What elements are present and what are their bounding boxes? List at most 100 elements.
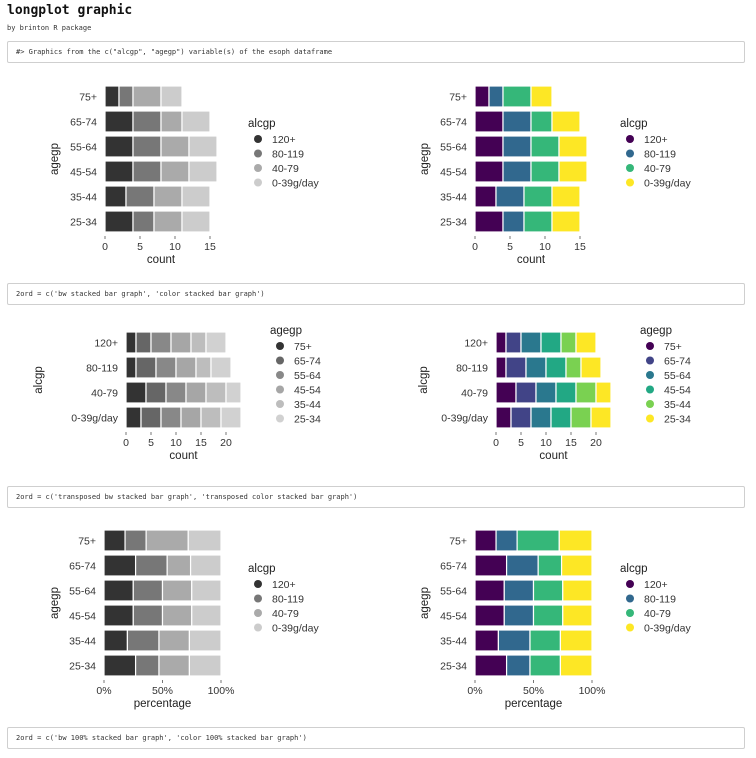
x-tick-label: 10	[539, 241, 551, 253]
legend-key-0-39g/day	[626, 178, 634, 187]
bar-120+-25-34	[575, 331, 597, 354]
x-tick-label: 5	[137, 241, 143, 253]
legend-label-55-64: 55-64	[664, 370, 691, 382]
bar-0-39g/day-55-64	[160, 406, 182, 429]
bar-35-44-120+	[103, 629, 128, 652]
bar-55-64-40-79	[530, 135, 560, 158]
legend-key-55-64	[646, 371, 654, 379]
bar-25-34-40-79	[529, 654, 562, 677]
bar-120+-45-54	[540, 331, 562, 354]
bar-80-119-75+	[495, 356, 507, 379]
bar-65-74-80-119	[134, 554, 168, 577]
legend-label-120+: 120+	[644, 134, 668, 146]
bar-75+-0-39g/day	[558, 529, 593, 552]
legend-key-120+	[254, 580, 262, 588]
x-tick-label: 50%	[152, 685, 173, 697]
legend-key-45-54	[276, 385, 284, 394]
bar-75+-120+	[474, 529, 497, 552]
y-tick-label: 45-54	[440, 611, 467, 623]
bar-35-44-80-119	[125, 185, 155, 208]
bar-120+-55-64	[150, 331, 172, 354]
y-tick-label: 65-74	[440, 561, 467, 573]
code-box-2: 2ord = c('transposed bw stacked bar grap…	[7, 486, 745, 508]
bar-40-79-75+	[495, 381, 517, 404]
bar-80-119-55-64	[525, 356, 547, 379]
x-tick-label: 10	[540, 437, 552, 449]
x-axis-label: count	[539, 450, 568, 462]
bar-40-79-35-44	[575, 381, 597, 404]
y-tick-label: 40-79	[91, 388, 118, 400]
x-axis-label: count	[517, 254, 546, 266]
bar-40-79-65-74	[515, 381, 537, 404]
chart-bw-stacked: 25-34 35-44 45-54 55-64 65-74 75+ 0 5 10 15 count a…	[49, 85, 319, 266]
legend-key-0-39g/day	[254, 623, 262, 632]
legend-key-80-119	[254, 594, 262, 603]
bar-40-79-25-34	[595, 381, 612, 404]
y-tick-label: 35-44	[70, 192, 97, 204]
bar-25-34-120+	[474, 210, 504, 233]
legend-key-120+	[626, 135, 634, 143]
bar-40-79-55-64	[165, 381, 187, 404]
x-tick-label: 5	[518, 437, 524, 449]
y-axis-label: alcgp	[33, 366, 45, 394]
y-tick-label: 45-54	[70, 167, 97, 179]
legend-key-0-39g/day	[626, 623, 634, 632]
chart-color-percent: 25-34 35-44 45-54 55-64 65-74 75+ 0% 50% 100% per…	[419, 529, 691, 710]
bar-65-74-40-79	[166, 554, 192, 577]
bar-75+-0-39g/day	[160, 85, 183, 108]
legend-label-40-79: 40-79	[644, 163, 671, 175]
legend-key-40-79	[254, 609, 262, 617]
bar-35-44-40-79	[523, 185, 553, 208]
y-tick-label: 25-34	[440, 661, 467, 673]
x-axis-label: percentage	[505, 698, 563, 710]
x-tick-label: 15	[204, 241, 216, 253]
bar-75+-80-119	[488, 85, 504, 108]
legend-title: alcgp	[248, 563, 276, 575]
bar-35-44-80-119	[495, 185, 525, 208]
legend-label-75+: 75+	[664, 341, 682, 353]
bar-35-44-40-79	[153, 185, 183, 208]
bar-120+-45-54	[170, 331, 192, 354]
bar-45-54-120+	[474, 160, 504, 183]
legend-key-40-79	[626, 609, 634, 617]
bar-45-54-80-119	[132, 604, 164, 627]
bar-0-39g/day-65-74	[510, 406, 532, 429]
legend-label-120+: 120+	[272, 579, 296, 591]
x-axis-label: count	[169, 450, 198, 462]
x-tick-label: 10	[170, 437, 182, 449]
bar-40-79-25-34	[225, 381, 242, 404]
y-tick-label: 55-64	[440, 586, 467, 598]
x-tick-label: 15	[574, 241, 586, 253]
y-tick-label: 120+	[94, 338, 118, 350]
legend-key-75+	[276, 342, 284, 350]
bar-75+-40-79	[145, 529, 189, 552]
legend-label-0-39g/day: 0-39g/day	[644, 623, 691, 635]
bar-65-74-80-119	[132, 110, 162, 133]
bar-80-119-25-34	[210, 356, 232, 379]
legend-title: alcgp	[620, 118, 648, 130]
legend-key-65-74	[276, 356, 284, 365]
bar-0-39g/day-45-54	[180, 406, 202, 429]
legend-title: alcgp	[620, 563, 648, 575]
y-tick-label: 0-39g/day	[441, 413, 488, 425]
bar-25-34-0-39g/day	[188, 654, 222, 677]
bar-80-119-45-54	[545, 356, 567, 379]
legend-key-25-34	[276, 414, 284, 423]
legend-label-65-74: 65-74	[664, 356, 691, 368]
legend-label-25-34: 25-34	[664, 414, 691, 426]
legend-key-40-79	[626, 164, 634, 172]
bar-75+-0-39g/day	[187, 529, 222, 552]
legend-title: alcgp	[248, 118, 276, 130]
bar-80-119-75+	[125, 356, 137, 379]
legend-label-40-79: 40-79	[272, 608, 299, 620]
legend-label-80-119: 80-119	[644, 149, 676, 161]
bar-55-64-80-119	[502, 135, 532, 158]
y-tick-label: 55-64	[440, 142, 467, 154]
bar-120+-75+	[125, 331, 137, 354]
legend-label-0-39g/day: 0-39g/day	[272, 623, 319, 635]
bar-75+-80-119	[124, 529, 147, 552]
y-tick-label: 35-44	[69, 636, 96, 648]
bar-25-34-80-119	[134, 654, 160, 677]
bar-80-119-25-34	[580, 356, 602, 379]
bar-65-74-80-119	[502, 110, 532, 133]
